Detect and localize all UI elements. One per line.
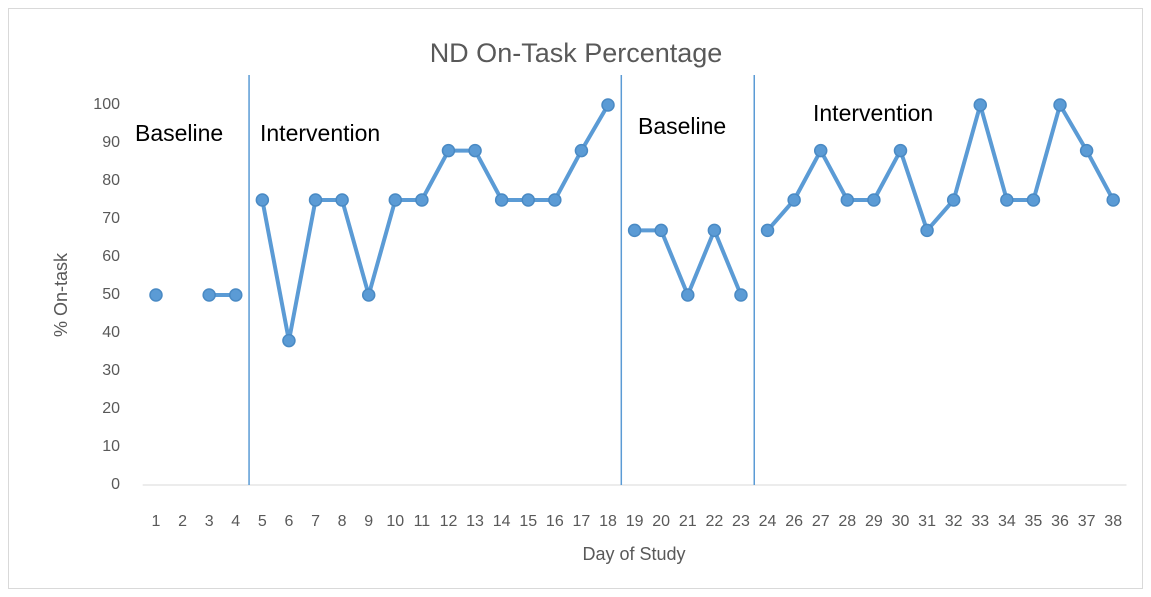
phase-label: Intervention — [260, 120, 380, 146]
y-tick-label: 90 — [102, 134, 120, 151]
x-tick-label: 29 — [865, 513, 883, 530]
chart-border — [8, 8, 1143, 589]
x-axis-label: Day of Study — [582, 544, 685, 564]
point — [654, 223, 668, 238]
phase-label: Baseline — [638, 113, 726, 139]
point — [601, 98, 615, 112]
x-tick-label: 30 — [892, 513, 910, 530]
y-tick-label: 20 — [102, 400, 120, 417]
y-tick-label: 80 — [102, 172, 120, 189]
y-tick-label: 10 — [102, 438, 120, 455]
x-tick-label: 34 — [998, 513, 1016, 530]
point — [441, 143, 456, 158]
x-tick-label: 13 — [466, 513, 484, 530]
x-tick-label: 2 — [178, 513, 187, 530]
y-tick-label: 100 — [93, 96, 120, 113]
point — [229, 288, 243, 302]
point — [867, 193, 881, 207]
x-tick-label: 12 — [440, 513, 458, 530]
point — [787, 193, 801, 207]
x-tick-label: 20 — [652, 513, 670, 530]
point — [548, 193, 562, 207]
y-tick-label: 0 — [111, 476, 120, 493]
phase-label: Baseline — [135, 120, 223, 146]
y-tick-label: 60 — [102, 248, 120, 265]
y-tick-label: 30 — [102, 362, 120, 379]
x-tick-label: 21 — [679, 513, 697, 530]
point — [255, 193, 270, 207]
chart-title: ND On-Task Percentage — [430, 38, 723, 68]
point — [893, 143, 908, 158]
point — [627, 223, 642, 238]
point — [973, 98, 988, 112]
point — [335, 193, 349, 207]
x-tick-label: 32 — [945, 513, 963, 530]
x-tick-label: 10 — [386, 513, 404, 530]
point — [840, 193, 855, 207]
x-tick-label: 14 — [493, 513, 511, 530]
point — [1106, 193, 1120, 207]
point — [1026, 193, 1041, 207]
point — [202, 288, 216, 302]
x-tick-label: 9 — [364, 513, 373, 530]
point — [521, 193, 535, 207]
point — [920, 223, 934, 238]
point — [149, 288, 163, 302]
y-tick-label: 50 — [102, 286, 120, 303]
point — [361, 288, 376, 302]
x-tick-label: 4 — [231, 513, 240, 530]
x-tick-label: 15 — [519, 513, 537, 530]
x-tick-label: 28 — [838, 513, 856, 530]
point — [707, 223, 722, 238]
x-tick-label: 6 — [284, 513, 293, 530]
point — [813, 143, 828, 158]
x-tick-label: 1 — [152, 513, 161, 530]
x-tick-label: 8 — [338, 513, 347, 530]
point — [946, 193, 961, 207]
x-tick-label: 31 — [918, 513, 936, 530]
x-tick-label: 3 — [205, 513, 214, 530]
x-tick-label: 27 — [812, 513, 830, 530]
y-axis-label: % On-task — [51, 252, 71, 337]
x-tick-label: 17 — [573, 513, 591, 530]
point — [1000, 193, 1014, 207]
point — [415, 193, 429, 207]
y-tick-label: 40 — [102, 324, 120, 341]
x-tick-label: 18 — [599, 513, 617, 530]
point — [282, 333, 296, 348]
point — [388, 193, 403, 207]
x-tick-label: 5 — [258, 513, 267, 530]
point — [468, 143, 482, 158]
x-tick-label: 38 — [1104, 513, 1122, 530]
x-tick-label: 37 — [1078, 513, 1096, 530]
x-tick-label: 26 — [785, 513, 803, 530]
x-tick-label: 36 — [1051, 513, 1069, 530]
point — [1053, 98, 1067, 112]
x-tick-label: 23 — [732, 513, 750, 530]
point — [760, 223, 775, 238]
x-tick-label: 19 — [626, 513, 644, 530]
x-tick-label: 24 — [759, 513, 777, 530]
x-tick-label: 16 — [546, 513, 564, 530]
x-tick-label: 22 — [705, 513, 723, 530]
x-tick-label: 33 — [971, 513, 989, 530]
x-tick-label: 35 — [1025, 513, 1043, 530]
point — [681, 288, 695, 302]
point — [308, 193, 323, 207]
point — [574, 143, 589, 158]
point — [734, 288, 748, 302]
point — [1079, 143, 1094, 158]
point — [494, 193, 509, 207]
series-line — [766, 103, 1115, 233]
y-tick-label: 70 — [102, 210, 120, 227]
phase-label: Intervention — [813, 100, 933, 126]
x-tick-label: 7 — [311, 513, 320, 530]
x-tick-label: 11 — [414, 513, 431, 530]
